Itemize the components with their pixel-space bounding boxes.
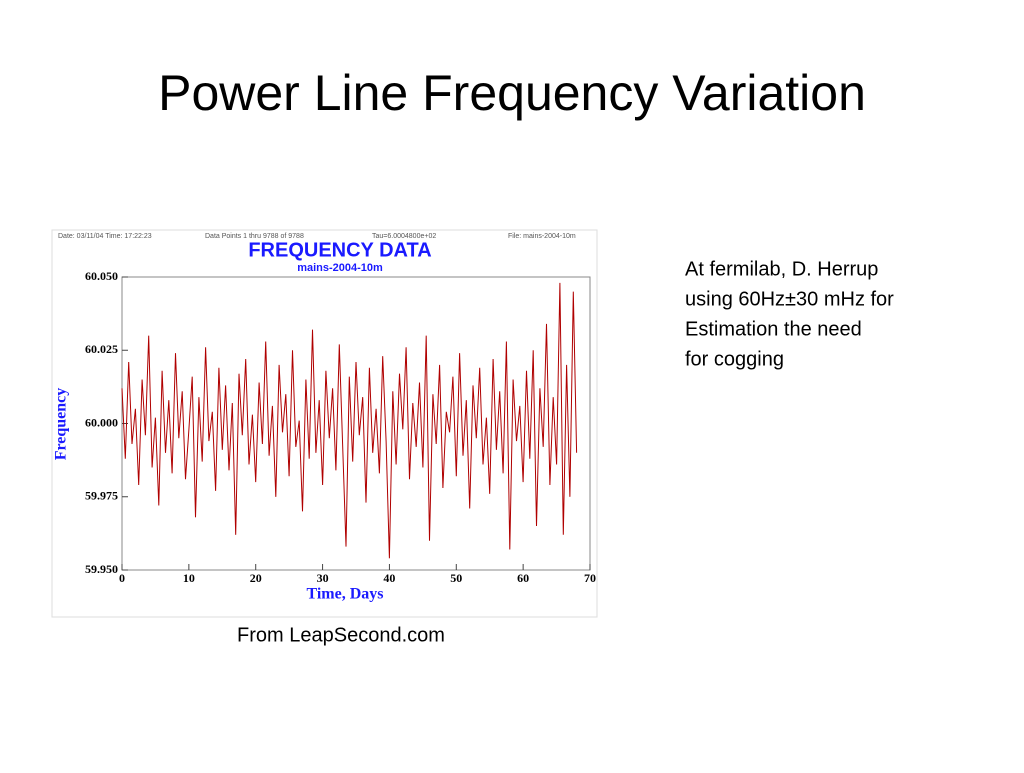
x-tick-label: 10 xyxy=(183,571,195,585)
y-axis-label: Frequency xyxy=(53,388,70,461)
chart-header: Date: 03/11/04 Time: 17:22:23 xyxy=(58,233,152,240)
chart-title: FREQUENCY DATA xyxy=(248,239,431,261)
note-line: using 60Hz±30 mHz for xyxy=(685,288,894,310)
x-tick-label: 0 xyxy=(119,571,125,585)
chart-header: Tau=6.0004800e+02 xyxy=(372,233,436,240)
y-tick-label: 59.950 xyxy=(85,562,118,576)
x-tick-label: 70 xyxy=(584,571,596,585)
plot: 59.950 59.975 60.000 60.025 60.050 0 10 20 30 40 5… xyxy=(85,269,596,585)
chart-subtitle: mains-2004-10m xyxy=(297,262,383,274)
note-line: At fermilab, D. Herrup xyxy=(685,258,878,280)
note-line: Estimation the need xyxy=(685,318,862,340)
x-axis-label: Time, Days xyxy=(306,586,383,603)
chart-header: File: mains-2004-10m xyxy=(508,233,576,240)
y-tick-label: 60.000 xyxy=(85,415,118,429)
x-tick-label: 20 xyxy=(250,571,262,585)
x-tick-label: 50 xyxy=(450,571,462,585)
caption: From LeapSecond.com xyxy=(237,624,445,646)
data-line xyxy=(121,282,578,559)
y-tick-label: 59.975 xyxy=(85,489,118,503)
y-tick-label: 60.050 xyxy=(85,269,118,283)
chart-header: Data Points 1 thru 9788 of 9788 xyxy=(205,233,304,240)
y-tick-label: 60.025 xyxy=(85,342,118,356)
x-tick-label: 30 xyxy=(317,571,329,585)
x-tick-label: 60 xyxy=(517,571,529,585)
slide-title: Power Line Frequency Variation xyxy=(158,65,866,121)
x-tick-label: 40 xyxy=(383,571,395,585)
note-line: for cogging xyxy=(685,348,784,370)
